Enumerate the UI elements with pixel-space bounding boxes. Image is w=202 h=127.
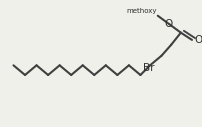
- Text: methoxy: methoxy: [126, 8, 157, 14]
- Text: O: O: [164, 19, 173, 29]
- Text: Br: Br: [143, 63, 155, 73]
- Text: O: O: [194, 35, 202, 45]
